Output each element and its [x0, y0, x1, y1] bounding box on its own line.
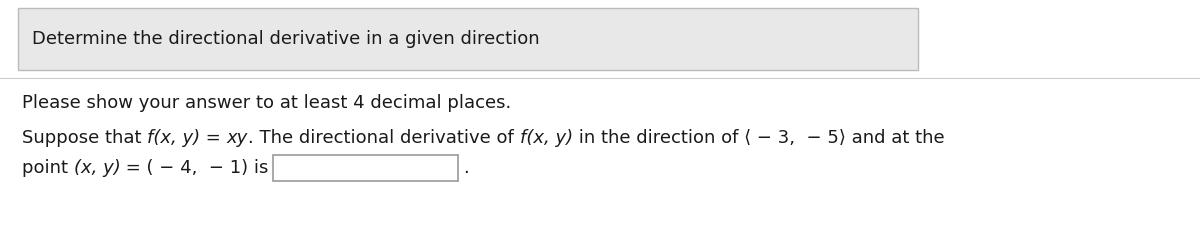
Text: f(x, y): f(x, y)	[520, 129, 572, 147]
Text: Determine the directional derivative in a given direction: Determine the directional derivative in …	[32, 30, 540, 48]
Text: .: .	[463, 159, 469, 177]
Text: = ( − 4,  − 1) is: = ( − 4, − 1) is	[120, 159, 269, 177]
Text: xy: xy	[227, 129, 248, 147]
FancyBboxPatch shape	[272, 155, 458, 181]
Text: f(x, y): f(x, y)	[148, 129, 200, 147]
FancyBboxPatch shape	[18, 8, 918, 70]
Text: Suppose that: Suppose that	[22, 129, 148, 147]
Text: (x, y): (x, y)	[73, 159, 120, 177]
Text: . The directional derivative of: . The directional derivative of	[248, 129, 520, 147]
Text: in the direction of ⟨ − 3,  − 5⟩ and at the: in the direction of ⟨ − 3, − 5⟩ and at t…	[572, 129, 944, 147]
Text: point: point	[22, 159, 73, 177]
Text: =: =	[200, 129, 227, 147]
Text: Please show your answer to at least 4 decimal places.: Please show your answer to at least 4 de…	[22, 94, 511, 112]
